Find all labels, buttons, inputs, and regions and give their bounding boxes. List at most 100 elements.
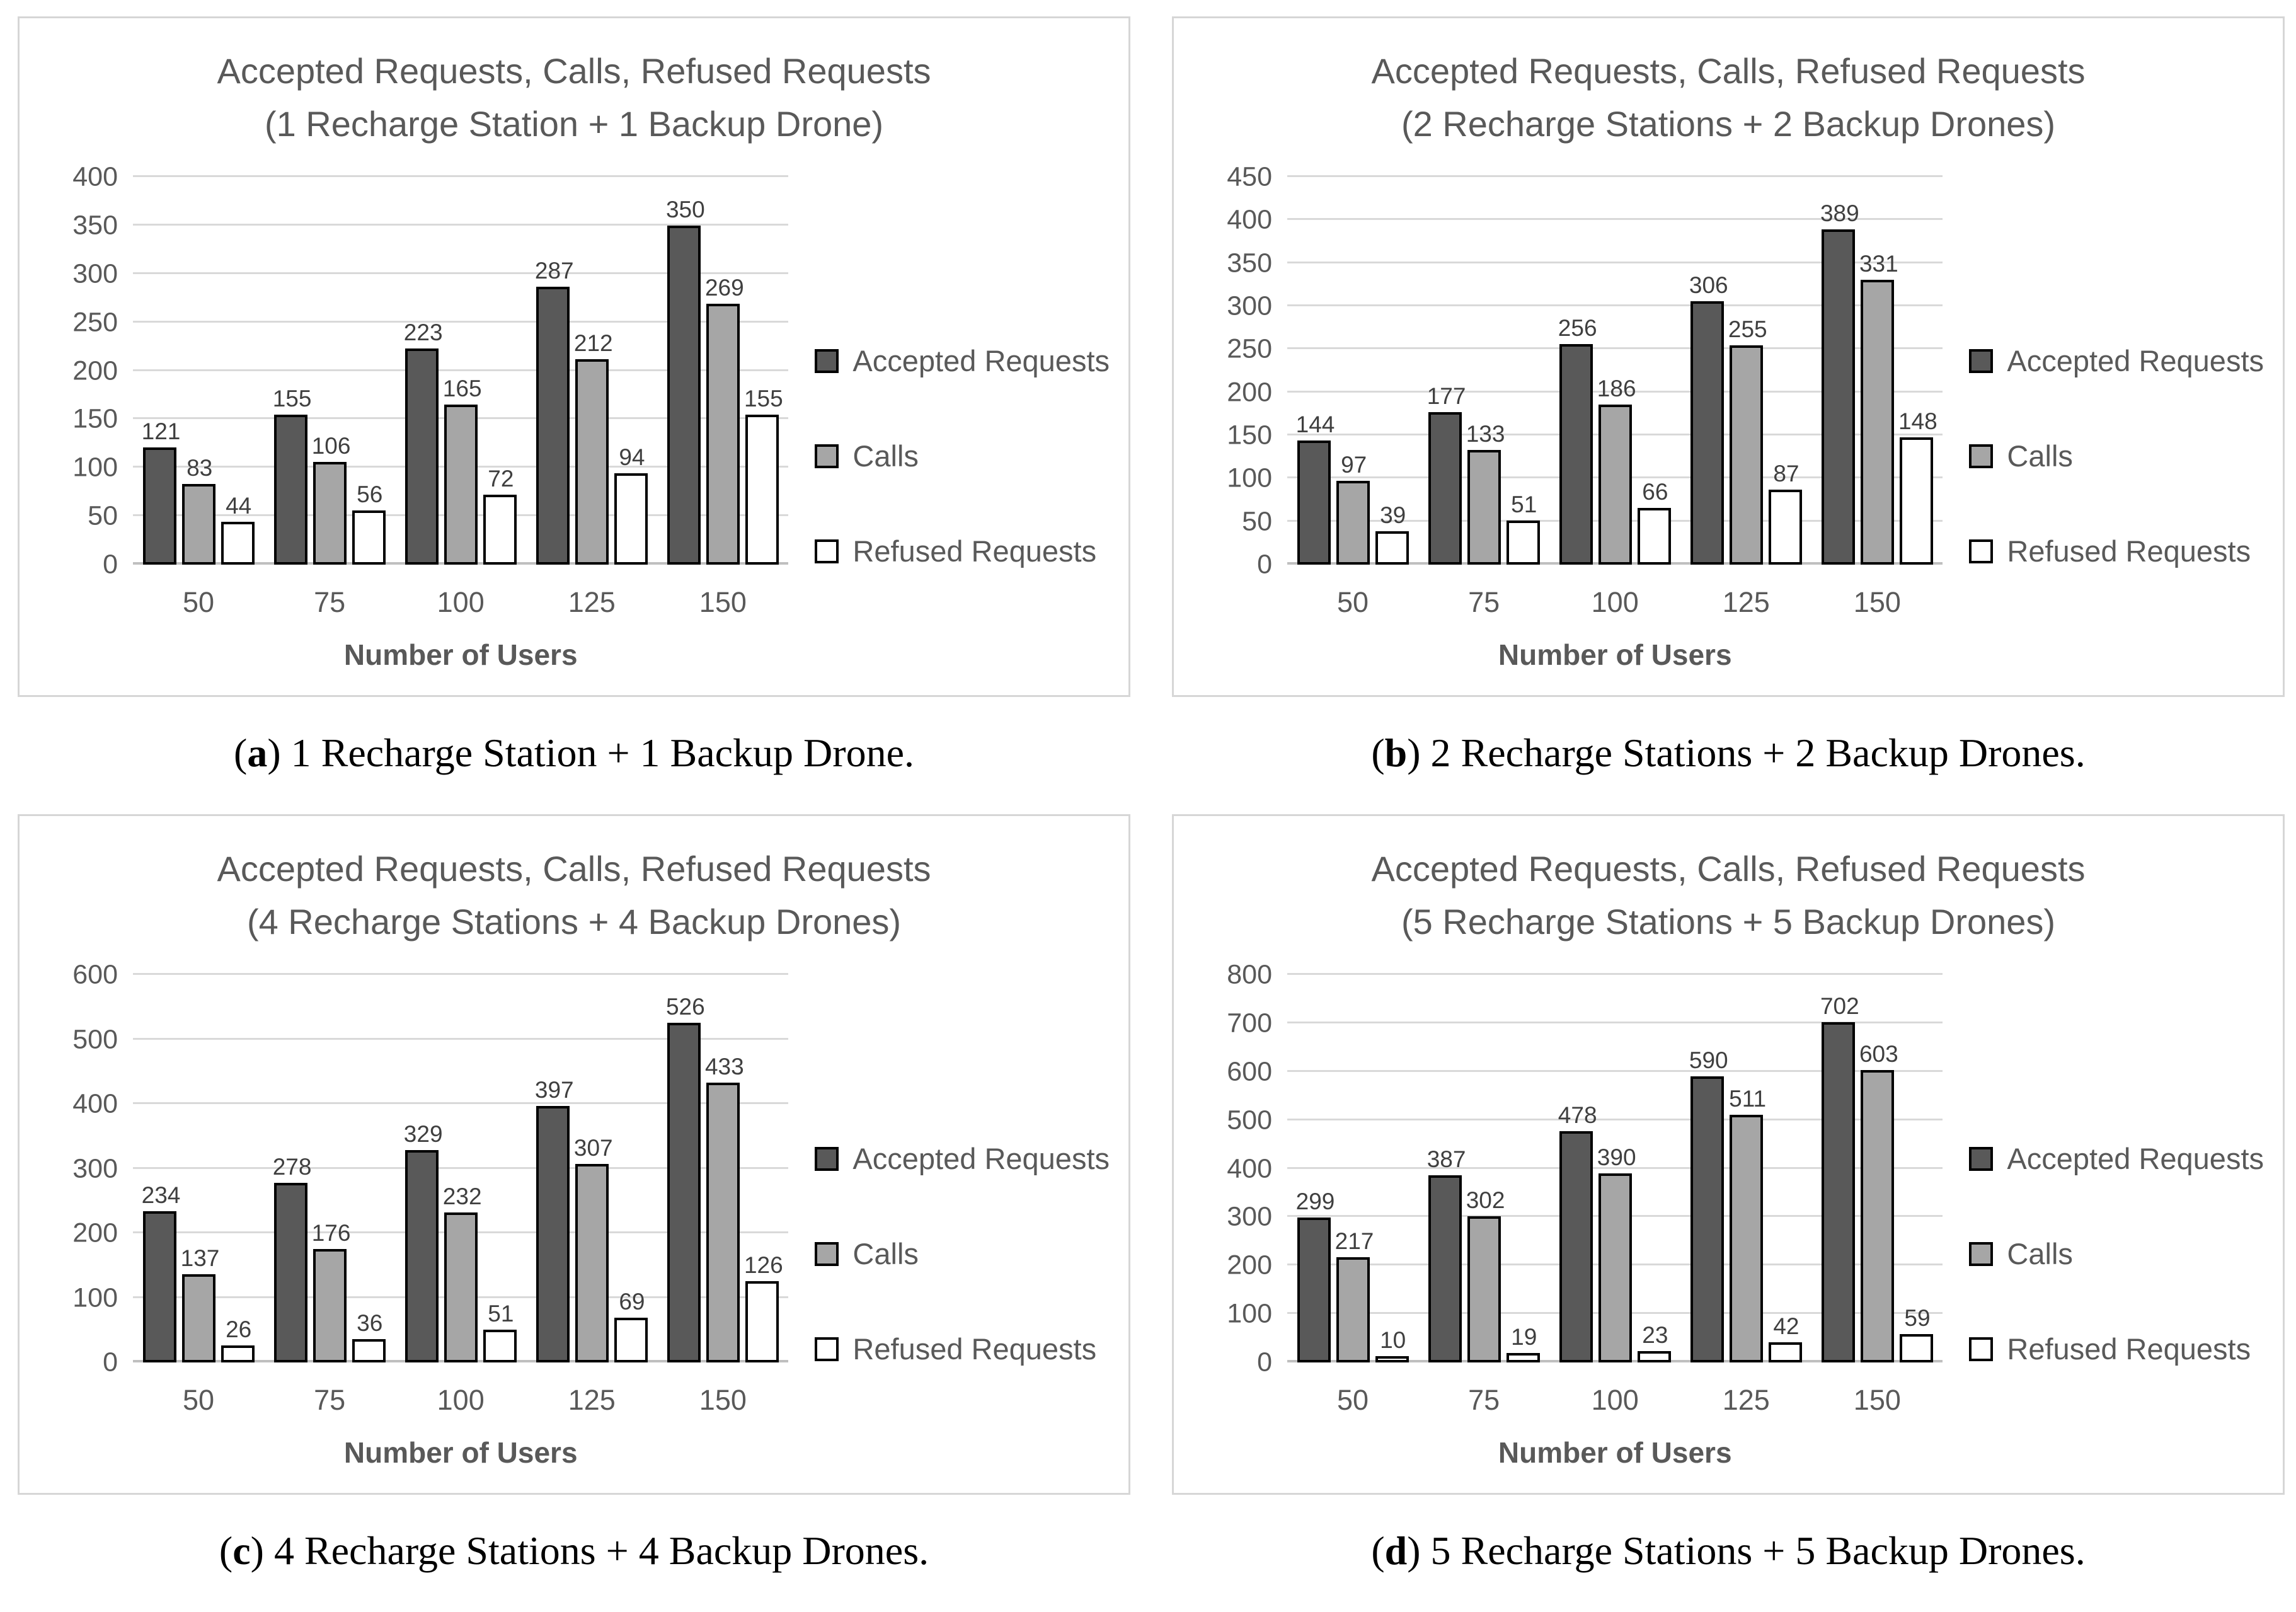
bar-refused-requests: 87 (1768, 461, 1802, 565)
legend: Accepted Requests Calls Refused Requests (788, 975, 1110, 1470)
chart-title-line2: (2 Recharge Stations + 2 Backup Drones) (1401, 104, 2056, 144)
bar-group: 478 390 23 (1549, 975, 1680, 1362)
bar-value-label: 590 (1689, 1047, 1728, 1074)
x-axis-tick-label: 75 (314, 586, 346, 618)
gridline (133, 320, 789, 323)
bar-accepted-requests: 526 (666, 994, 705, 1362)
bar-refused-requests: 66 (1637, 479, 1671, 565)
gridline (1287, 304, 1943, 306)
plot-column: 144 97 39 177 133 51 256 186 66 306 255 87 389 331 148… (1287, 175, 1943, 672)
x-axis-tick-label: 150 (699, 586, 747, 618)
bar-refused-requests: 44 (221, 493, 255, 565)
bar-value-label: 255 (1728, 316, 1767, 342)
bar-value-label: 72 (488, 466, 514, 492)
bar-calls: 217 (1335, 1228, 1374, 1362)
y-axis-tick-label: 200 (72, 1218, 118, 1248)
bar-value-label: 56 (357, 481, 383, 507)
bar-value-label: 234 (141, 1182, 181, 1209)
bar-accepted-requests: 329 (404, 1121, 443, 1362)
x-axis-tick-label: 100 (1591, 586, 1639, 618)
legend-label: Calls (852, 1237, 919, 1270)
bar-group: 387 302 19 (1418, 975, 1549, 1362)
legend: Accepted Requests Calls Refused Requests (1943, 975, 2264, 1470)
plot-area: 121 83 44 155 106 56 223 165 72 287 212 94 350 269 155 (133, 175, 789, 565)
legend-label: Refused Requests (2007, 534, 2251, 568)
x-axis-title: Number of Users (1498, 1436, 1732, 1469)
y-axis-tick-label: 50 (1242, 506, 1272, 537)
bar-group: 590 511 42 (1680, 975, 1811, 1362)
chart-body: 0 100 200 300 400 500 600 234 137 26 278 176 36 329 2… (38, 960, 1110, 1470)
legend-label: Calls (852, 439, 919, 473)
y-axis-tick-label: 0 (1257, 549, 1272, 580)
bar-accepted-requests: 397 (535, 1077, 574, 1362)
legend-label: Calls (2007, 439, 2073, 473)
bar-value-label: 269 (704, 275, 744, 301)
chart-title: Accepted Requests, Calls, Refused Reques… (1193, 843, 2264, 948)
legend-item-calls: Calls (815, 439, 1110, 473)
bar-value-label: 511 (1729, 1086, 1767, 1112)
bar-calls: 186 (1597, 376, 1636, 565)
bar-value-label: 329 (403, 1120, 443, 1147)
bar-calls: 212 (574, 330, 613, 565)
bar-refused-requests: 94 (614, 444, 648, 565)
bar-calls: 433 (705, 1054, 744, 1362)
y-axis-tick-label: 400 (1227, 204, 1272, 235)
y-axis-tick-label: 600 (1227, 1056, 1272, 1087)
y-axis-tick-label: 800 (1227, 959, 1272, 990)
bar-group: 223 165 72 (395, 177, 526, 565)
legend-item-accepted-requests: Accepted Requests (815, 343, 1110, 378)
bar-value-label: 155 (272, 385, 312, 412)
bar-value-label: 217 (1335, 1228, 1374, 1255)
y-axis-tick-label: 500 (1227, 1105, 1272, 1136)
legend-item-refused-requests: Refused Requests (815, 1332, 1110, 1366)
bar-accepted-requests: 287 (535, 258, 574, 565)
chart-title-line2: (4 Recharge Stations + 4 Backup Drones) (246, 902, 902, 941)
legend-label: Refused Requests (852, 534, 1097, 568)
y-axis-tick-label: 500 (72, 1024, 118, 1054)
x-axis-tick-label: 75 (1468, 1384, 1500, 1416)
bar-calls: 269 (705, 275, 744, 565)
y-axis-tick-label: 0 (103, 1347, 118, 1378)
gridline (1287, 1021, 1943, 1023)
bar-value-label: 223 (403, 320, 443, 346)
bar-group: 329 232 51 (395, 975, 526, 1362)
gridline (1287, 347, 1943, 350)
bar-value-label: 177 (1426, 383, 1466, 410)
bar-value-label: 83 (187, 455, 213, 481)
caption-paren-open: ( (1371, 1528, 1385, 1573)
legend-label: Accepted Requests (852, 344, 1110, 377)
bar-refused-requests: 39 (1375, 502, 1409, 565)
bar-refused-requests: 10 (1375, 1327, 1409, 1362)
gridline (133, 973, 789, 975)
bar-value-label: 307 (573, 1135, 613, 1161)
caption-paren-open: ( (234, 730, 248, 775)
bar-calls: 331 (1859, 251, 1898, 565)
y-axis-tick-label: 0 (1257, 1347, 1272, 1378)
legend-swatch-calls (1969, 1241, 1994, 1266)
legend-item-calls: Calls (1969, 1236, 2264, 1271)
bar-value-label: 278 (272, 1154, 312, 1180)
bar-group: 702 603 59 (1811, 975, 1943, 1362)
y-axis-tick-label: 200 (72, 355, 118, 386)
legend-swatch-accepted-requests (815, 348, 839, 373)
legend-item-accepted-requests: Accepted Requests (1969, 343, 2264, 378)
y-axis-tick-label: 100 (1227, 1298, 1272, 1329)
panel-block-d: Accepted Requests, Calls, Refused Reques… (1172, 814, 2285, 1612)
caption-paren-close: ) (1407, 1528, 1421, 1573)
bar-calls: 255 (1728, 316, 1767, 565)
chart-title: Accepted Requests, Calls, Refused Reques… (38, 45, 1110, 151)
bar-calls: 232 (443, 1183, 482, 1362)
x-ticks: 50 75 100 125 150 (133, 586, 788, 619)
y-axis-tick-label: 300 (1227, 1201, 1272, 1232)
bar-value-label: 212 (573, 330, 613, 357)
y-axis-tick-label: 600 (72, 959, 118, 990)
bar-refused-requests: 51 (1506, 492, 1540, 565)
legend-swatch-refused-requests (1969, 1337, 1994, 1361)
caption-paren-close: ) (250, 1528, 264, 1573)
caption-paren-close: ) (267, 730, 281, 775)
legend-label: Accepted Requests (2007, 344, 2264, 377)
chart-title-line2: (5 Recharge Stations + 5 Backup Drones) (1401, 902, 2056, 941)
y-axis-tick-label: 700 (1227, 1008, 1272, 1039)
gridline (133, 272, 789, 274)
